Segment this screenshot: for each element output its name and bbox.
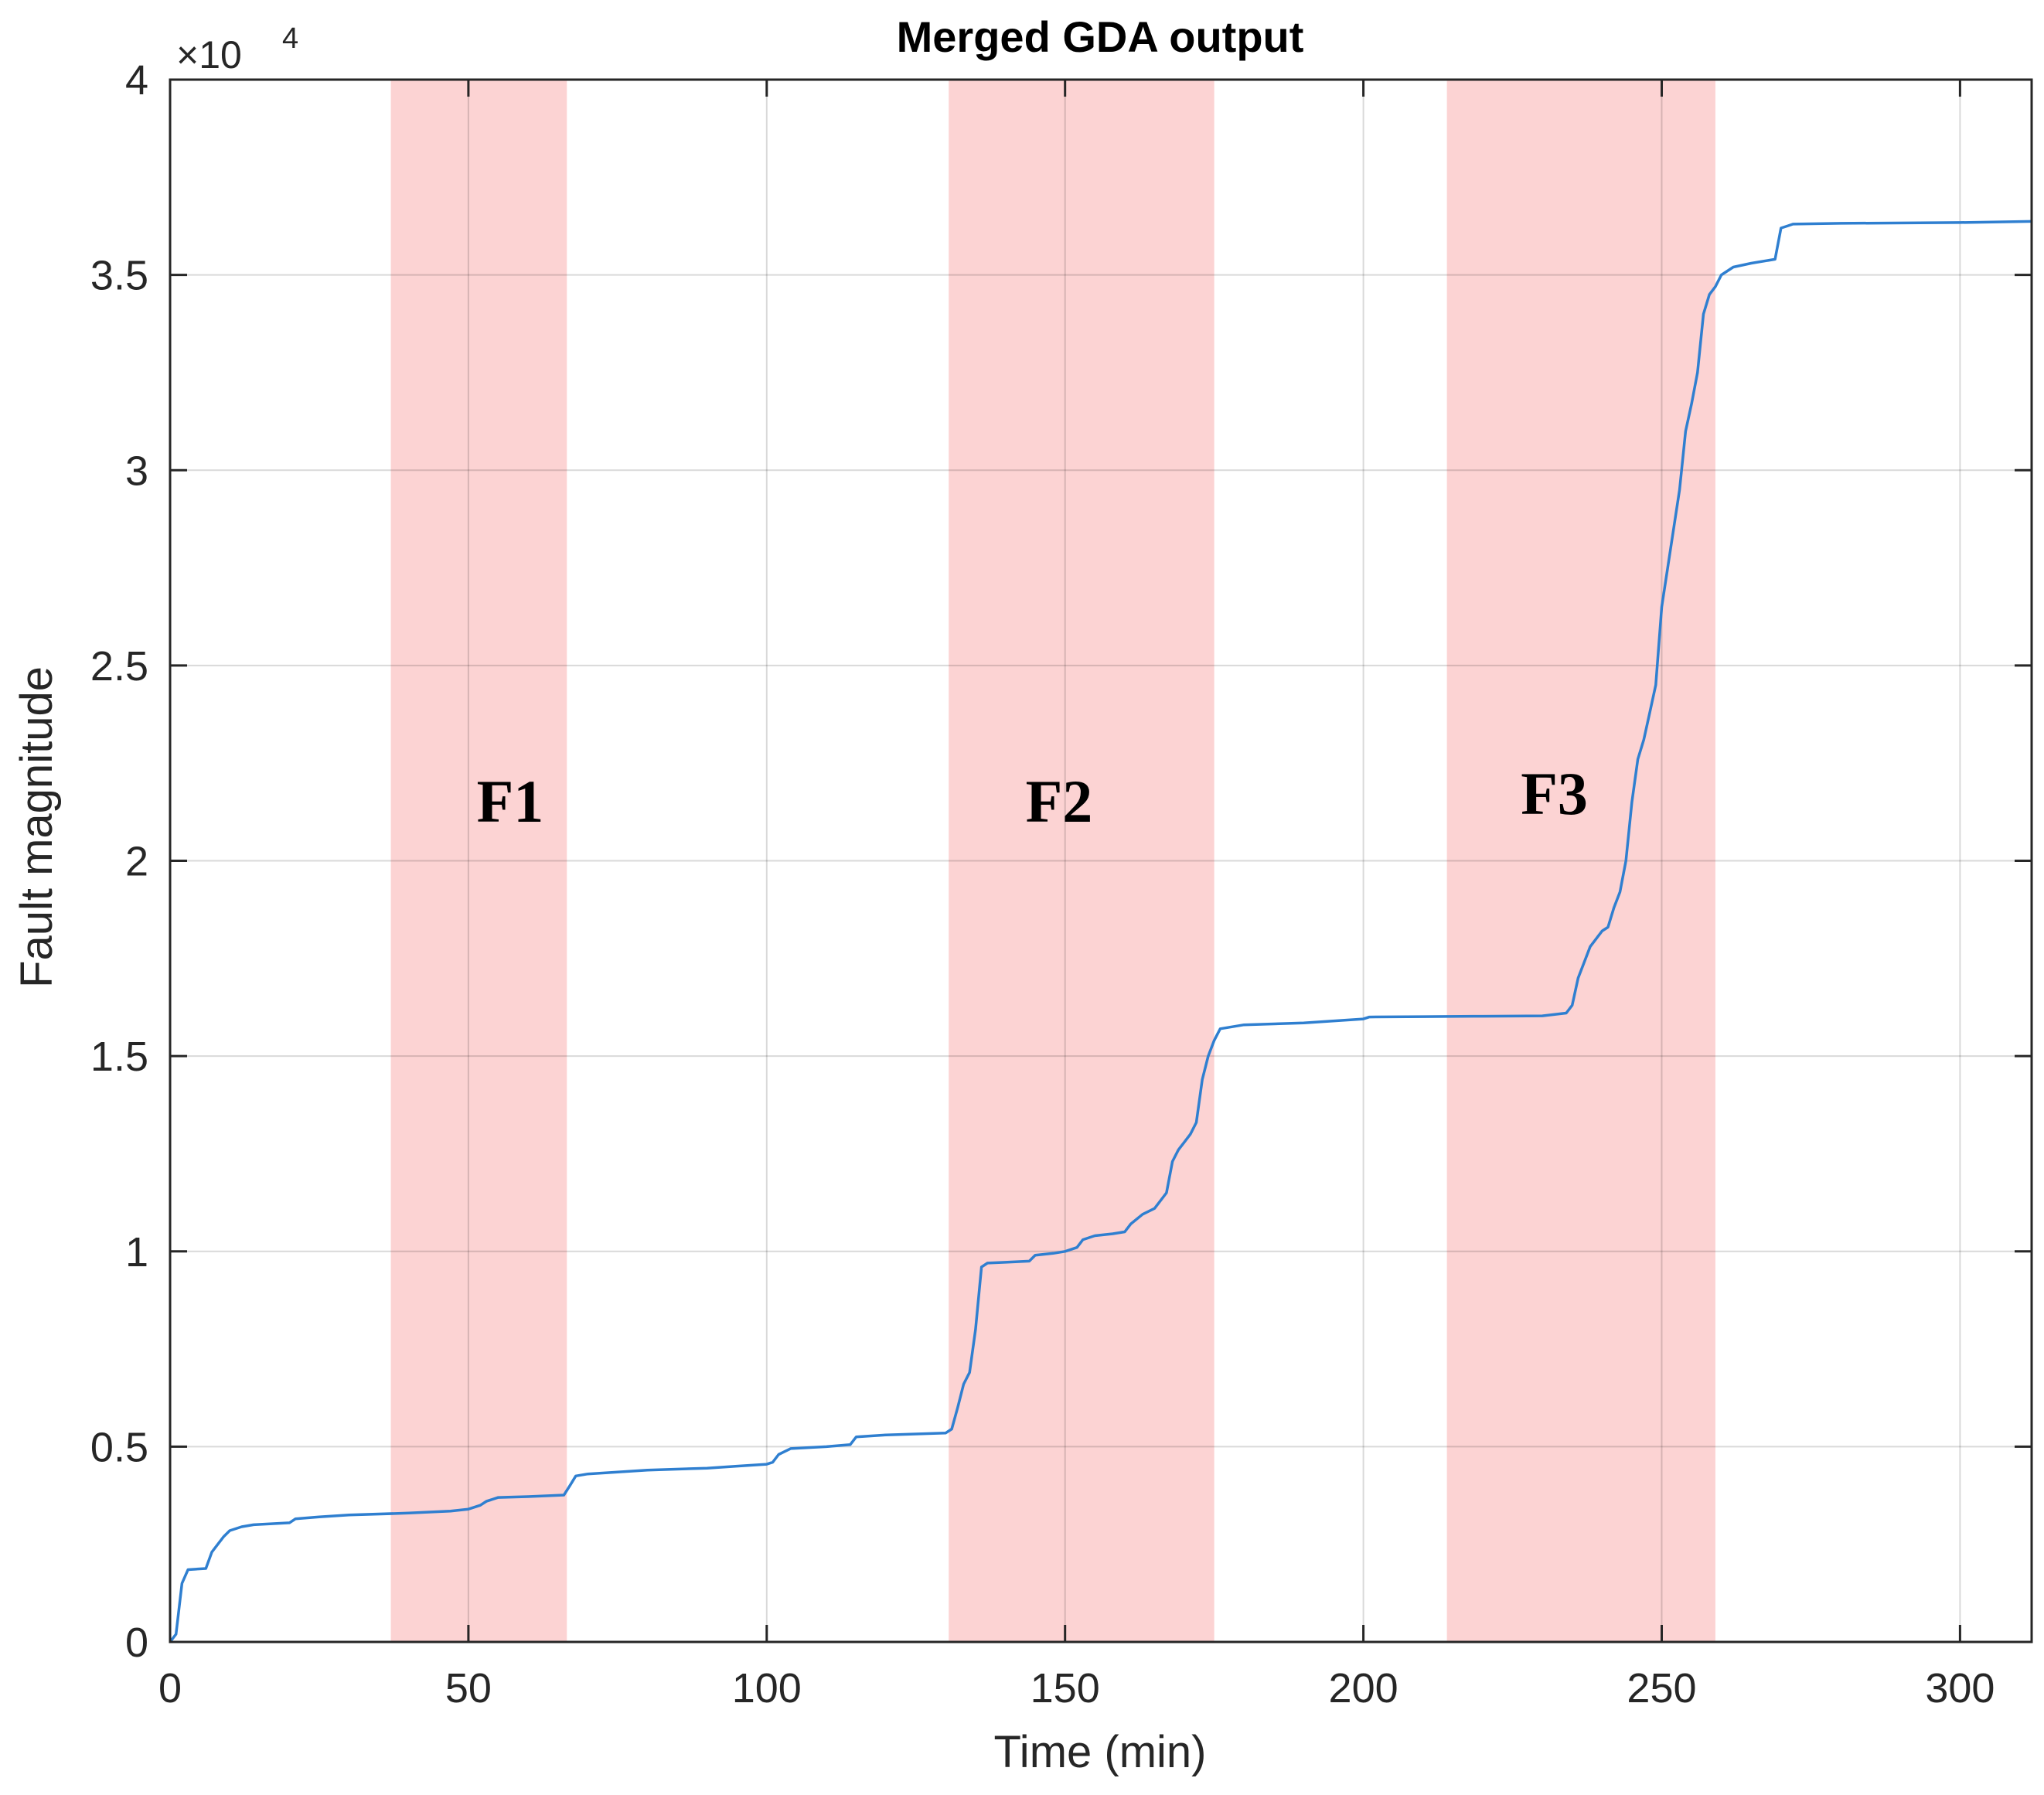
x-tick-label: 0	[158, 1665, 182, 1712]
chart-title: Merged GDA output	[897, 12, 1304, 61]
y-tick-label: 2.5	[90, 643, 148, 690]
x-axis-label: Time (min)	[994, 1727, 1207, 1777]
y-tick-label: 0	[125, 1620, 148, 1666]
x-tick-labels: 0 50 100 150 200 250 300	[158, 1665, 1995, 1712]
y-tick-label: 1.5	[90, 1034, 148, 1080]
region-label-f3: F3	[1521, 760, 1588, 827]
x-tick-label: 200	[1329, 1665, 1398, 1712]
y-exponent-base: ×10	[176, 33, 242, 77]
highlight-region-f3	[1446, 80, 1715, 1642]
y-exponent-power: 4	[282, 22, 298, 55]
y-tick-label: 4	[125, 57, 148, 104]
y-tick-label: 3	[125, 448, 148, 494]
highlight-region-f2	[949, 80, 1214, 1642]
y-tick-label: 3.5	[90, 253, 148, 299]
highlight-region-f1	[390, 80, 567, 1642]
highlight-regions	[390, 80, 1715, 1642]
series-layer	[169, 220, 2032, 1643]
x-tick-label: 100	[732, 1665, 802, 1712]
y-exponent-label: ×10 4	[176, 22, 298, 77]
region-labels: F1 F2 F3	[477, 760, 1588, 835]
x-tick-label: 250	[1627, 1665, 1696, 1712]
y-axis-label: Fault magnitude	[12, 666, 62, 988]
region-label-f1: F1	[477, 768, 544, 835]
x-tick-label: 150	[1031, 1665, 1100, 1712]
y-tick-labels: 0 0.5 1 1.5 2 2.5 3 3.5 4	[90, 57, 148, 1666]
y-tick-label: 1	[125, 1229, 148, 1276]
region-label-f2: F2	[1026, 768, 1093, 835]
y-tick-label: 2	[125, 839, 148, 885]
series-line-0	[169, 220, 2032, 1643]
axis-ticks	[169, 78, 2032, 1643]
x-tick-label: 300	[1925, 1665, 1995, 1712]
y-tick-label: 0.5	[90, 1424, 148, 1470]
x-tick-label: 50	[445, 1665, 492, 1712]
